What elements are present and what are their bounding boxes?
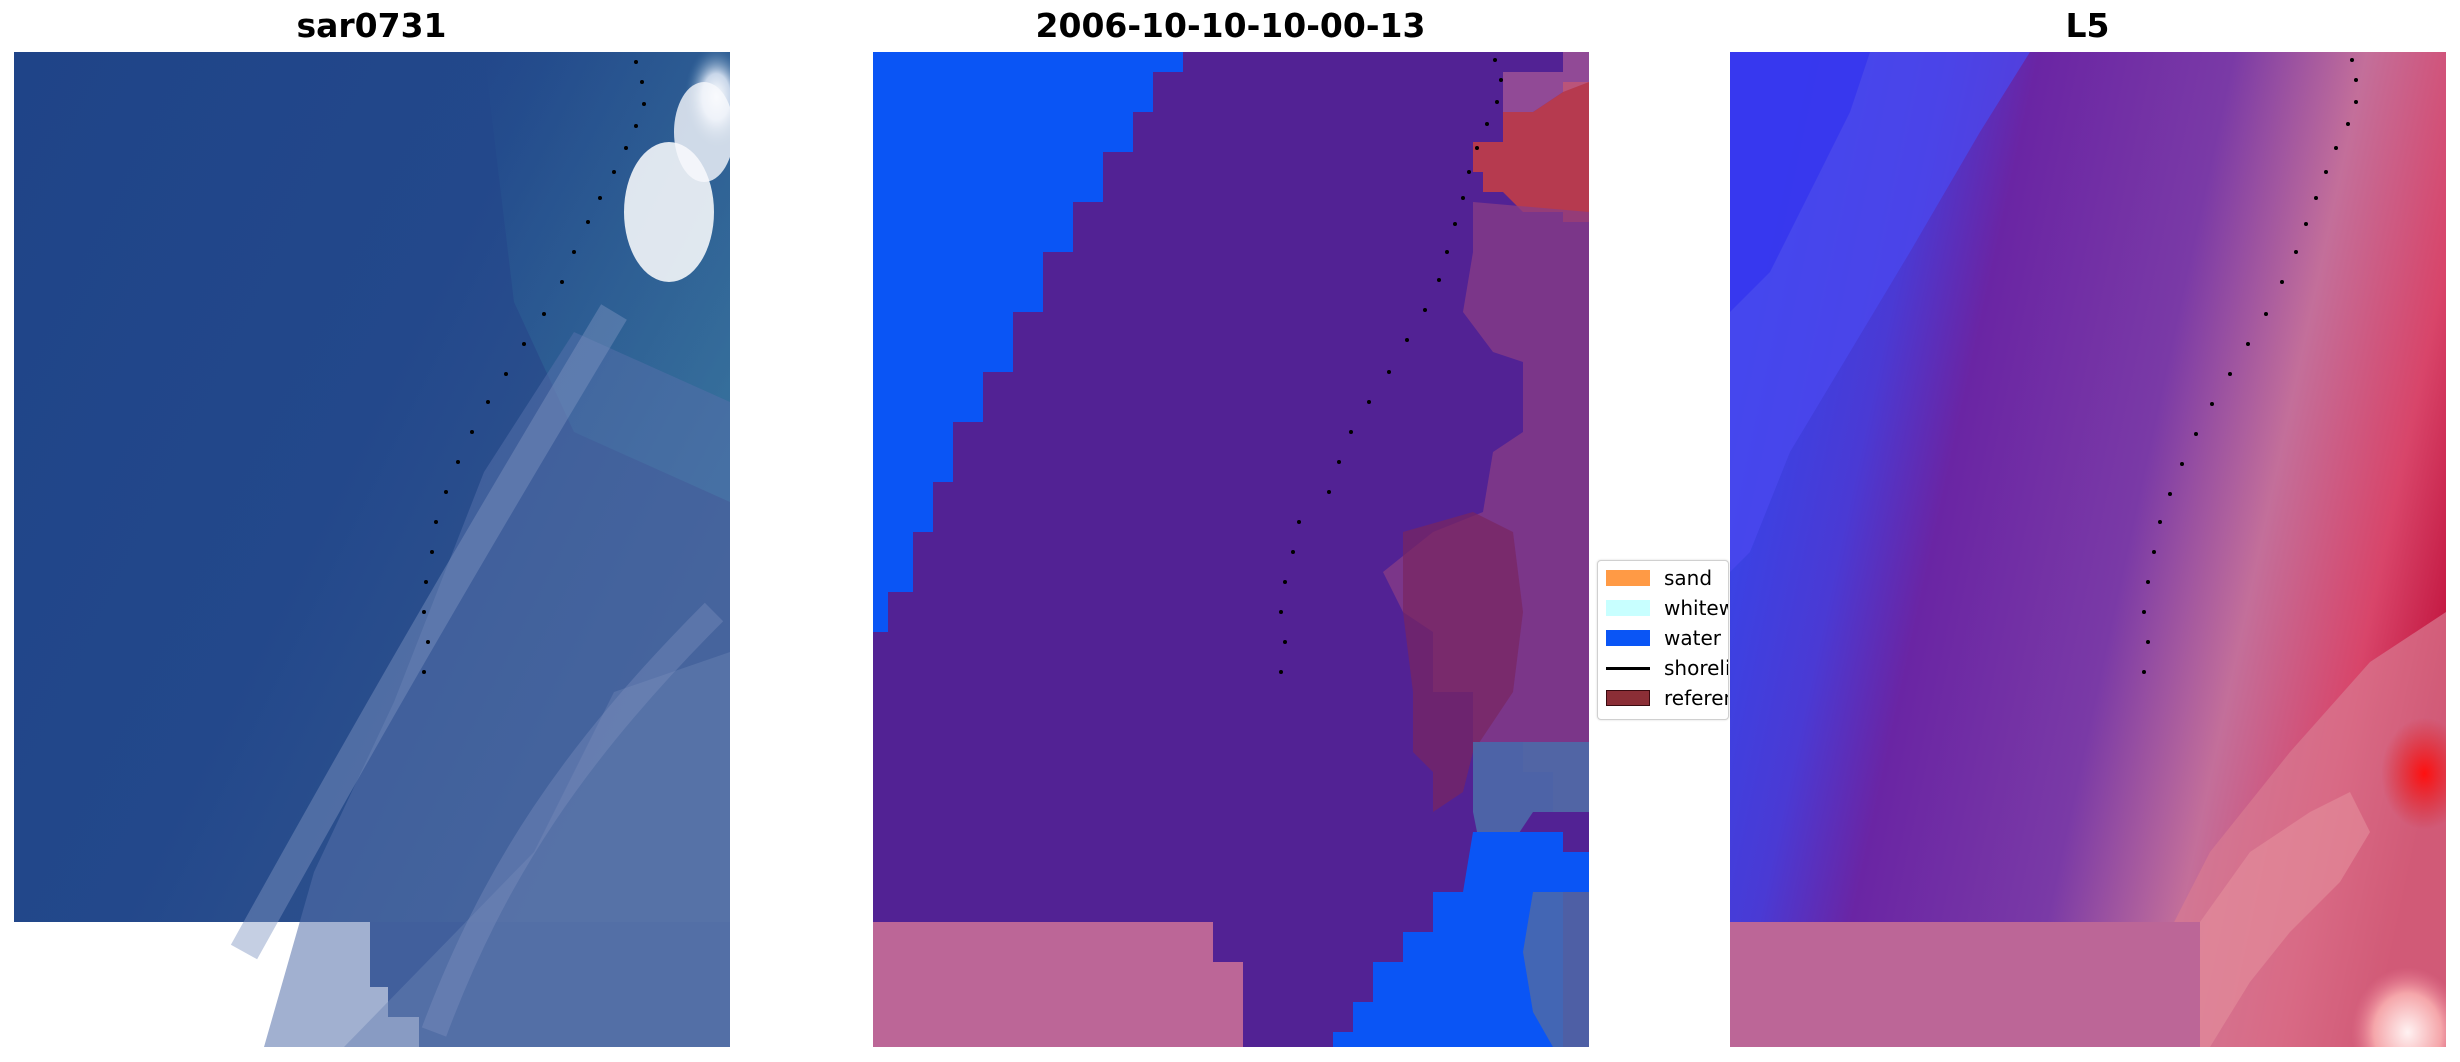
classification-panel bbox=[873, 52, 1589, 1047]
probability-map bbox=[1730, 52, 2446, 1047]
legend-swatch-reference bbox=[1606, 690, 1650, 706]
rgb-image-panel bbox=[14, 52, 730, 1047]
legend-item-reference: reference bbox=[1606, 685, 1728, 711]
panel-title-classification: 2006-10-10-10-00-13 bbox=[1035, 6, 1426, 45]
legend-swatch-water bbox=[1606, 630, 1650, 646]
shoreline-dots-rgb bbox=[422, 60, 646, 674]
classification-map bbox=[873, 52, 1589, 1047]
shoreline-dots-prob bbox=[2142, 58, 2358, 674]
legend-swatch-whitewater bbox=[1606, 600, 1650, 616]
legend-label-reference: reference bbox=[1664, 686, 1728, 710]
legend-swatch-sand bbox=[1606, 570, 1650, 586]
shoreline-dots-class bbox=[1279, 58, 1503, 674]
panel-title-probability: L5 bbox=[2065, 6, 2110, 45]
legend-line-shoreline bbox=[1606, 666, 1650, 670]
legend-label-shoreline: shoreline bbox=[1664, 656, 1728, 680]
panel-title-rgb: sar0731 bbox=[296, 6, 447, 45]
probability-panel bbox=[1730, 52, 2446, 1047]
legend-label-water: water bbox=[1664, 626, 1721, 650]
legend-item-water: water bbox=[1606, 625, 1721, 651]
rgb-image bbox=[14, 52, 730, 1047]
legend-label-sand: sand bbox=[1664, 566, 1713, 590]
legend-item-sand: sand bbox=[1606, 565, 1712, 591]
legend-item-shoreline: shoreline bbox=[1606, 655, 1728, 681]
